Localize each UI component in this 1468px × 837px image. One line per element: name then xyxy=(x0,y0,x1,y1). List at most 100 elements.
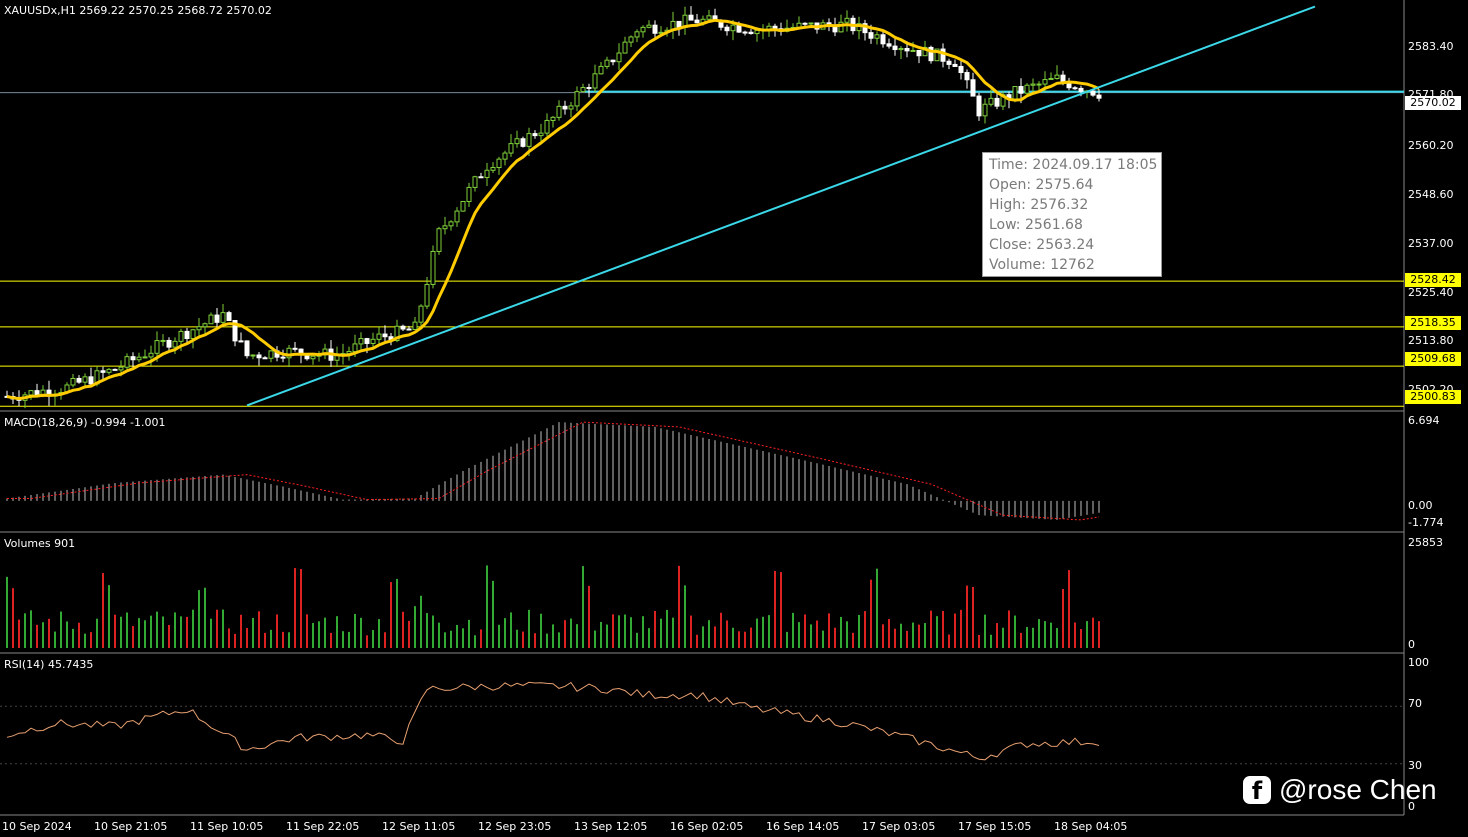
candle-body xyxy=(652,24,658,34)
candle-tooltip: Time: 2024.09.17 18:05 Open: 2575.64 Hig… xyxy=(982,152,1162,277)
time-tick: 17 Sep 03:05 xyxy=(862,820,936,833)
candle-body xyxy=(1090,90,1096,96)
candle-body xyxy=(934,48,940,62)
candle-body xyxy=(1030,83,1036,86)
candle-body xyxy=(616,52,622,63)
candle-body xyxy=(442,225,448,230)
candle-body xyxy=(1048,77,1054,81)
time-tick: 17 Sep 15:05 xyxy=(958,820,1032,833)
candle-body xyxy=(166,339,172,348)
time-tick: 11 Sep 10:05 xyxy=(190,820,264,833)
candle-body xyxy=(940,48,946,62)
time-tick: 11 Sep 22:05 xyxy=(286,820,360,833)
time-tick: 10 Sep 21:05 xyxy=(94,820,168,833)
volume-axis-max: 25853 xyxy=(1408,536,1443,549)
rsi-line xyxy=(6,681,1100,761)
candle-body xyxy=(586,87,592,90)
candle-body xyxy=(502,152,508,160)
candle-body xyxy=(610,59,616,63)
chart-frame xyxy=(0,0,1405,816)
candle-body xyxy=(472,176,478,188)
candle-body xyxy=(358,338,364,345)
tooltip-volume: Volume: 12762 xyxy=(989,257,1095,273)
tooltip-close: Close: 2563.24 xyxy=(989,237,1095,253)
moving-average-path xyxy=(6,18,1100,401)
candle-body xyxy=(454,210,460,223)
candle-body xyxy=(1096,94,1102,99)
candle-body xyxy=(232,320,238,342)
macd-title: MACD(18,26,9) -0.994 -1.001 xyxy=(4,416,166,429)
candle-body xyxy=(238,340,244,343)
candle-body xyxy=(688,14,694,21)
candle-body xyxy=(220,312,226,323)
candle-body xyxy=(532,133,538,137)
candle-body xyxy=(406,328,412,331)
time-tick: 16 Sep 14:05 xyxy=(766,820,840,833)
tooltip-high: High: 2576.32 xyxy=(989,197,1089,213)
candle-body xyxy=(676,20,682,28)
candle-body xyxy=(82,376,88,383)
candle-body xyxy=(550,116,556,121)
watermark-text: @rose Chen xyxy=(1279,774,1437,805)
trendline[interactable] xyxy=(246,5,1316,407)
current-price-box: 2570.02 xyxy=(1405,96,1461,110)
candle-body xyxy=(130,356,136,361)
macd-panel xyxy=(6,421,1100,521)
candle-body xyxy=(1060,74,1066,82)
candle-body xyxy=(958,65,964,74)
rsi-axis-100: 100 xyxy=(1408,656,1429,669)
candle-body xyxy=(424,283,430,307)
candle-body xyxy=(280,356,286,359)
level-price-box: 2509.68 xyxy=(1405,352,1461,366)
candle-body xyxy=(256,354,262,359)
candle-body xyxy=(208,314,214,325)
time-tick: 12 Sep 11:05 xyxy=(382,820,456,833)
candle-body xyxy=(1054,74,1060,79)
rsi-axis-30: 30 xyxy=(1408,759,1422,772)
horizontal-levels xyxy=(0,90,1404,407)
candle-body xyxy=(148,352,154,358)
candle-body xyxy=(214,314,220,323)
candle-body xyxy=(802,22,808,25)
watermark: f @rose Chen xyxy=(1243,770,1437,810)
trendline-path xyxy=(246,5,1316,407)
candle-body xyxy=(562,105,568,110)
candle-body xyxy=(190,329,196,340)
candle-body xyxy=(568,105,574,110)
candle-body xyxy=(580,87,586,93)
candle-body xyxy=(946,60,952,65)
candle-body xyxy=(898,47,904,51)
candle-body xyxy=(376,333,382,340)
rsi-title: RSI(14) 45.7435 xyxy=(4,658,94,671)
candle-body xyxy=(76,377,82,383)
candle-body xyxy=(892,45,898,51)
candle-body xyxy=(904,47,910,52)
candle-body xyxy=(742,31,748,34)
candle-body xyxy=(976,95,982,117)
candle-body xyxy=(178,330,184,342)
candle-body xyxy=(382,333,388,338)
candle-body xyxy=(724,26,730,32)
candle-body xyxy=(544,119,550,134)
candle-body xyxy=(604,59,610,67)
candle-body xyxy=(310,355,316,360)
candle-body xyxy=(364,338,370,344)
candle-body xyxy=(694,19,700,24)
candle-body xyxy=(598,65,604,75)
candle-body xyxy=(514,138,520,145)
candle-body xyxy=(250,354,256,357)
candle-body xyxy=(154,340,160,354)
candle-body xyxy=(184,330,190,340)
candle-body xyxy=(496,158,502,169)
level-price-box: 2518.35 xyxy=(1405,316,1461,330)
macd-axis-zero: 0.00 xyxy=(1408,499,1433,512)
candle-body xyxy=(880,34,886,45)
volumes-title: Volumes 901 xyxy=(4,537,76,550)
candle-body xyxy=(982,103,988,117)
candle-body xyxy=(400,325,406,330)
candle-body xyxy=(988,97,994,105)
candle-body xyxy=(112,368,118,371)
candle-body xyxy=(868,32,874,39)
time-tick: 13 Sep 12:05 xyxy=(574,820,648,833)
candle-body xyxy=(526,133,532,147)
